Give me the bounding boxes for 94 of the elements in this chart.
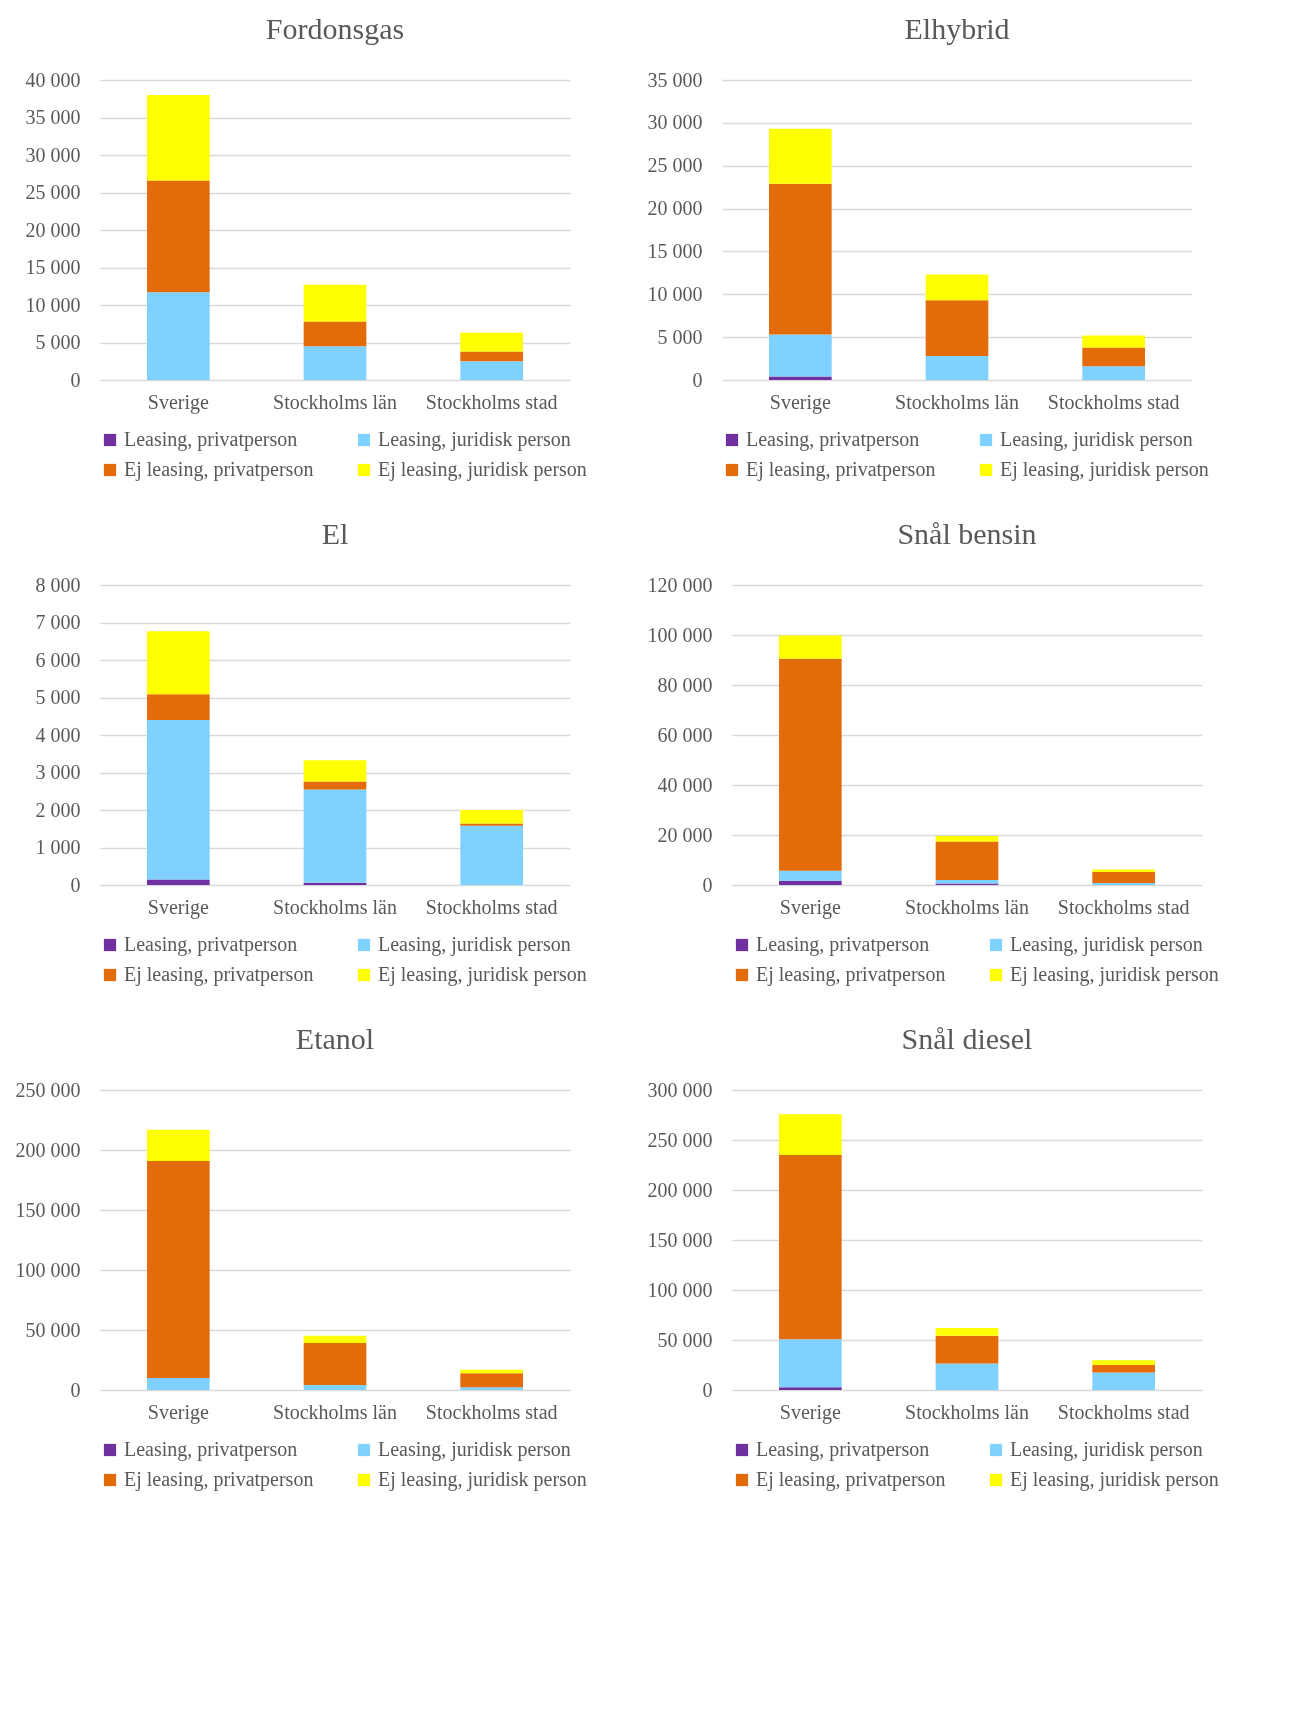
y-tick-label: 10 000	[25, 293, 81, 316]
y-tick-label: 20 000	[647, 197, 703, 220]
y-tick-label: 8 000	[35, 573, 81, 596]
y-tick-label: 0	[702, 873, 713, 896]
chart-title: El	[321, 517, 349, 550]
x-tick-label: Stockholms stad	[425, 390, 558, 413]
x-tick-label: Sverige	[147, 390, 209, 414]
y-tick-label: 1 000	[35, 836, 81, 858]
y-tick-label: 0	[702, 1378, 713, 1401]
y-tick-label: 0	[70, 1378, 81, 1401]
y-tick-label: 25 000	[25, 181, 81, 203]
y-tick-label: 100 000	[15, 1258, 81, 1281]
y-tick-label: 5 000	[35, 686, 81, 708]
legend-label: Ej leasing, privatperson	[746, 458, 936, 481]
y-tick-label: 5 000	[657, 325, 703, 348]
x-tick-label: Stockholms stad	[1047, 390, 1180, 413]
y-tick-label: 3 000	[35, 761, 81, 783]
y-tick-label: 30 000	[647, 111, 703, 134]
y-tick-label: 30 000	[25, 143, 81, 166]
legend-label: Ej leasing, juridisk person	[1010, 963, 1219, 986]
y-tick-label: 100 000	[647, 623, 713, 646]
y-tick-label: 50 000	[25, 1318, 81, 1341]
x-tick-label: Stockholms län	[905, 895, 1029, 918]
y-tick-label: 35 000	[25, 106, 81, 128]
legend-label: Ej leasing, privatperson	[756, 1468, 946, 1491]
y-tick-label: 300 000	[647, 1078, 713, 1101]
y-tick-label: 120 000	[647, 573, 713, 596]
x-tick-label: Stockholms län	[273, 390, 397, 413]
y-tick-label: 40 000	[657, 773, 713, 796]
y-tick-label: 250 000	[15, 1078, 81, 1101]
x-tick-label: Stockholms stad	[1057, 895, 1190, 918]
x-tick-label: Sverige	[779, 895, 841, 919]
y-tick-label: 80 000	[657, 673, 713, 696]
y-tick-label: 20 000	[657, 823, 713, 846]
legend-label: Leasing, juridisk person	[1000, 428, 1193, 451]
chart-title: Elhybrid	[904, 12, 1010, 45]
legend-label: Ej leasing, juridisk person	[378, 1468, 587, 1491]
legend-label: Ej leasing, privatperson	[124, 458, 314, 481]
chart-title: Snål diesel	[901, 1022, 1033, 1055]
x-tick-label: Stockholms län	[273, 895, 397, 918]
chart-title: Etanol	[295, 1022, 375, 1055]
y-tick-label: 200 000	[647, 1178, 713, 1201]
legend-label: Leasing, privatperson	[124, 933, 298, 956]
x-tick-label: Stockholms stad	[425, 1400, 558, 1423]
y-tick-label: 7 000	[35, 611, 81, 633]
x-tick-label: Sverige	[147, 895, 209, 919]
y-tick-label: 6 000	[35, 648, 81, 671]
y-tick-label: 0	[692, 368, 703, 391]
x-tick-label: Stockholms stad	[425, 895, 558, 918]
y-tick-label: 4 000	[35, 723, 81, 746]
legend-label: Ej leasing, privatperson	[124, 963, 314, 986]
legend-label: Leasing, juridisk person	[1010, 1438, 1203, 1461]
y-tick-label: 15 000	[25, 256, 81, 278]
legend-label: Leasing, privatperson	[124, 1438, 298, 1461]
x-tick-label: Stockholms län	[273, 1400, 397, 1423]
x-tick-label: Sverige	[147, 1400, 209, 1424]
legend-label: Ej leasing, privatperson	[124, 1468, 314, 1491]
legend-label: Leasing, privatperson	[124, 428, 298, 451]
legend-label: Leasing, juridisk person	[378, 428, 571, 451]
y-tick-label: 150 000	[15, 1198, 81, 1221]
y-tick-label: 60 000	[657, 723, 713, 746]
y-tick-label: 0	[70, 873, 81, 896]
chart-title: Snål bensin	[897, 517, 1037, 550]
y-tick-label: 250 000	[647, 1128, 713, 1151]
legend-label: Leasing, privatperson	[756, 933, 930, 956]
legend-label: Leasing, juridisk person	[378, 933, 571, 956]
y-tick-label: 20 000	[25, 218, 81, 241]
legend-label: Ej leasing, juridisk person	[378, 963, 587, 986]
legend-label: Leasing, privatperson	[756, 1438, 930, 1461]
y-tick-label: 15 000	[647, 239, 703, 262]
y-tick-label: 40 000	[25, 68, 81, 91]
legend-label: Leasing, privatperson	[746, 428, 920, 451]
y-tick-label: 2 000	[35, 798, 81, 821]
y-tick-label: 100 000	[647, 1278, 713, 1301]
legend-label: Ej leasing, juridisk person	[378, 458, 587, 481]
y-tick-label: 50 000	[657, 1328, 713, 1351]
legend-label: Leasing, juridisk person	[378, 1438, 571, 1461]
y-tick-label: 5 000	[35, 331, 81, 353]
legend-label: Ej leasing, juridisk person	[1010, 1468, 1219, 1491]
x-tick-label: Stockholms län	[905, 1400, 1029, 1423]
y-tick-label: 200 000	[15, 1138, 81, 1161]
y-tick-label: 0	[70, 368, 81, 391]
x-tick-label: Stockholms län	[895, 390, 1019, 413]
legend-label: Ej leasing, juridisk person	[1000, 458, 1209, 481]
legend-label: Ej leasing, privatperson	[756, 963, 946, 986]
legend-label: Leasing, juridisk person	[1010, 933, 1203, 956]
x-tick-label: Sverige	[779, 1400, 841, 1424]
y-tick-label: 35 000	[647, 68, 703, 91]
y-tick-label: 25 000	[647, 154, 703, 177]
chart-title: Fordonsgas	[265, 12, 405, 45]
y-tick-label: 10 000	[647, 282, 703, 305]
x-tick-label: Stockholms stad	[1057, 1400, 1190, 1423]
x-tick-label: Sverige	[769, 390, 831, 414]
y-tick-label: 150 000	[647, 1228, 713, 1251]
